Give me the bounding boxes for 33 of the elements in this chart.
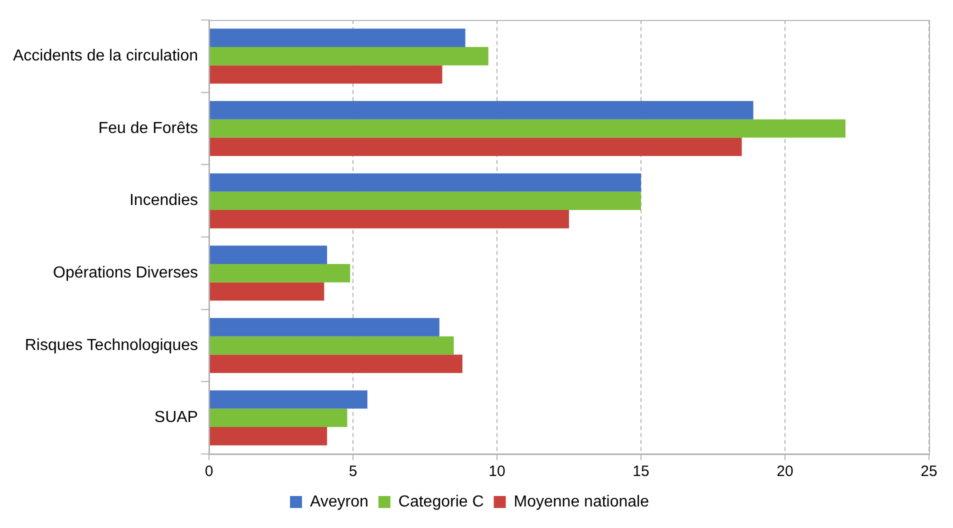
x-tick-label: 25 — [920, 463, 938, 480]
bar — [209, 101, 754, 120]
x-tick-label: 5 — [348, 463, 358, 480]
y-tick-label: Accidents de la circulation — [13, 48, 198, 65]
bar — [209, 426, 328, 446]
legend-label: Categorie C — [398, 493, 484, 510]
y-tick-label: Feu de Forêts — [98, 120, 198, 137]
bar — [209, 210, 569, 228]
x-tick-label: 15 — [632, 463, 650, 480]
bar — [209, 354, 462, 373]
bar — [209, 47, 488, 66]
x-tick-label: 10 — [488, 463, 506, 480]
y-tick-label: Opérations Diverses — [53, 264, 198, 282]
bar — [209, 264, 350, 282]
bar — [209, 173, 641, 192]
bar — [209, 336, 454, 355]
legend-label: Aveyron — [310, 493, 368, 510]
legend-label: Moyenne nationale — [514, 493, 650, 510]
bar — [209, 318, 440, 336]
x-tick-label: 0 — [204, 463, 214, 480]
bar — [209, 192, 641, 210]
x-tick-label: 20 — [776, 463, 794, 480]
bar — [209, 28, 466, 48]
bar — [209, 408, 348, 427]
y-tick-label: SUAP — [154, 409, 198, 426]
bar — [209, 390, 368, 409]
bar — [209, 138, 742, 156]
bar — [209, 65, 442, 84]
bar — [209, 119, 846, 138]
bar — [209, 246, 328, 264]
y-tick-label: Incendies — [129, 192, 198, 210]
bar — [209, 282, 324, 301]
y-tick-label: Risques Technologiques — [24, 336, 198, 354]
